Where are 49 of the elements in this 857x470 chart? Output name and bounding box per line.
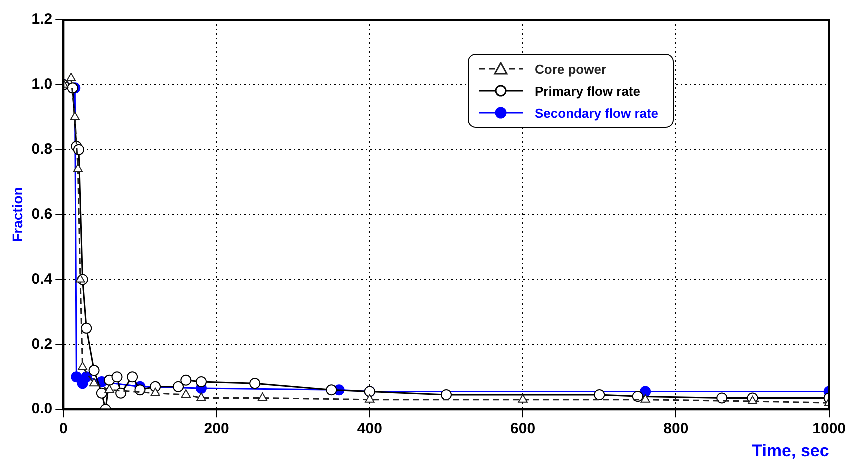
point	[365, 394, 375, 403]
point	[632, 391, 644, 402]
point	[326, 384, 338, 396]
y-tick-label: 1.2	[32, 11, 53, 28]
point	[112, 372, 123, 383]
point	[196, 376, 207, 388]
point	[78, 362, 88, 370]
point	[104, 384, 114, 394]
y-tick-label: 1.0	[32, 76, 53, 94]
point	[81, 322, 92, 334]
point	[196, 392, 206, 402]
y-tick-label: 0.4	[32, 270, 54, 288]
point	[76, 274, 86, 283]
x-tick-label: 1000	[812, 420, 846, 438]
point	[258, 392, 268, 402]
x-tick-label: 0	[59, 420, 68, 438]
x-tick-label: 600	[510, 420, 536, 438]
y-tick-label: 0.2	[32, 336, 53, 353]
x-tick-label: 200	[204, 420, 230, 438]
point	[180, 374, 192, 386]
point	[127, 372, 138, 383]
legend-label: Primary flow rate	[535, 84, 640, 98]
point	[70, 112, 80, 120]
point	[150, 388, 160, 396]
point	[518, 394, 528, 403]
point	[716, 392, 728, 404]
point	[173, 381, 184, 392]
point	[440, 389, 452, 400]
x-tick-label: 800	[664, 420, 689, 438]
point	[116, 388, 127, 399]
point	[73, 164, 84, 172]
x-axis-title: Time, sec	[752, 441, 830, 460]
point	[594, 389, 606, 400]
point	[250, 378, 261, 390]
y-tick-label: 0.8	[32, 141, 53, 158]
point	[88, 365, 100, 376]
point	[748, 396, 758, 404]
legend-label: Secondary flow rate	[535, 106, 659, 120]
point	[640, 394, 650, 403]
legend-label: Core power	[535, 62, 607, 76]
point	[89, 378, 100, 387]
y-axis-title: Fraction	[9, 187, 26, 242]
point	[134, 384, 146, 396]
x-tick-label: 400	[357, 420, 382, 438]
y-tick-label: 0.0	[32, 400, 53, 418]
y-tick-label: 0.6	[32, 206, 53, 223]
point	[96, 388, 108, 399]
point	[181, 389, 191, 398]
point	[66, 72, 76, 82]
